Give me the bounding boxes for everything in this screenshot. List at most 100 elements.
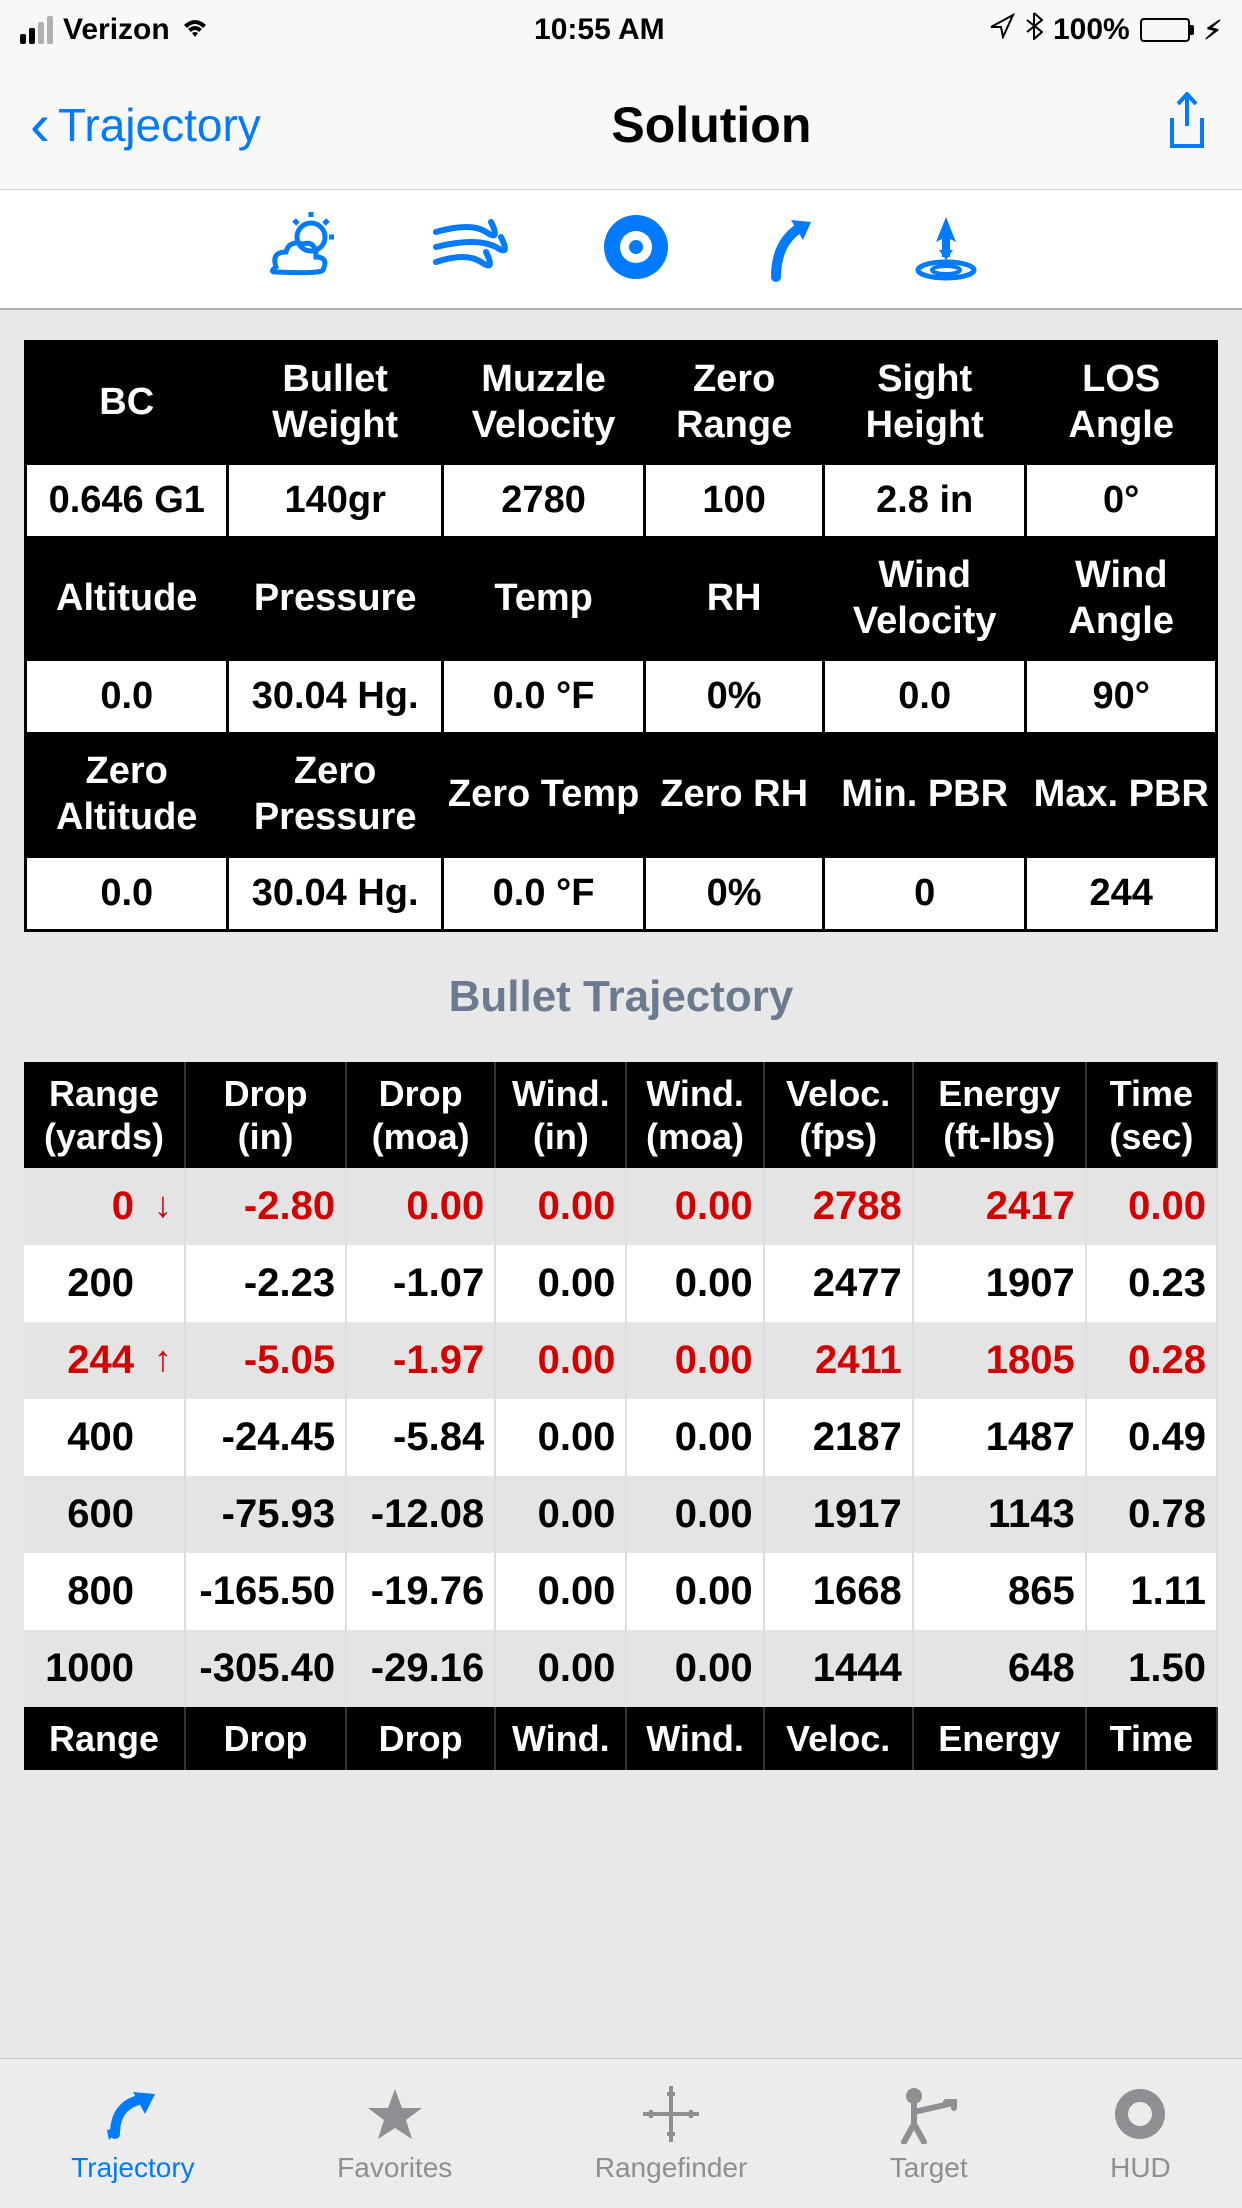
charging-icon: ⚡︎ [1204, 15, 1222, 46]
table-row[interactable]: 200-2.23-1.070.000.00247719070.23 [24, 1245, 1217, 1322]
cell: 2788 [764, 1168, 913, 1245]
location-icon [989, 13, 1015, 47]
param-header: Zero Pressure [228, 734, 442, 856]
parameters-table: BC Bullet Weight Muzzle Velocity Zero Ra… [24, 340, 1218, 932]
table-row[interactable]: 400-24.45-5.840.000.00218714870.49 [24, 1399, 1217, 1476]
cell: 0.00 [626, 1399, 763, 1476]
cell: 0.00 [626, 1168, 763, 1245]
param-value: 0° [1026, 464, 1217, 538]
cell: 865 [913, 1553, 1086, 1630]
cell: 0.00 [495, 1630, 626, 1707]
cell: 400 [24, 1399, 185, 1476]
col-header: Wind.(moa) [626, 1062, 763, 1168]
status-left: Verizon [20, 13, 210, 47]
table-row: Altitude Pressure Temp RH Wind Velocity … [26, 538, 1217, 660]
cell: 1.11 [1086, 1553, 1217, 1630]
tab-favorites[interactable]: Favorites [337, 2084, 452, 2184]
cell: 2417 [913, 1168, 1086, 1245]
table-row[interactable]: 244↑-5.05-1.970.000.00241118050.28 [24, 1322, 1217, 1399]
table-row: 0.646 G1 140gr 2780 100 2.8 in 0° [26, 464, 1217, 538]
cell: 1.50 [1086, 1630, 1217, 1707]
cell: 2477 [764, 1245, 913, 1322]
table-row[interactable]: 1000-305.40-29.160.000.0014446481.50 [24, 1630, 1217, 1707]
cell: 0.28 [1086, 1322, 1217, 1399]
param-header: Pressure [228, 538, 442, 660]
param-header: Wind Angle [1026, 538, 1217, 660]
cell: 800 [24, 1553, 185, 1630]
share-button[interactable] [1162, 92, 1212, 157]
col-footer: Drop [185, 1707, 346, 1770]
cell: 0.00 [495, 1553, 626, 1630]
cell: 0.23 [1086, 1245, 1217, 1322]
tab-target[interactable]: Target [890, 2084, 968, 2184]
tab-label: Favorites [337, 2152, 452, 2184]
param-header: Zero Range [645, 342, 824, 464]
page-title: Solution [611, 96, 811, 154]
table-row[interactable]: 600-75.93-12.080.000.00191711430.78 [24, 1476, 1217, 1553]
param-value: 244 [1026, 856, 1217, 930]
wind-icon[interactable] [431, 217, 511, 282]
bluetooth-icon [1025, 12, 1043, 48]
tab-label: HUD [1110, 2152, 1171, 2184]
cell: -305.40 [185, 1630, 346, 1707]
col-header: Time(sec) [1086, 1062, 1217, 1168]
param-header: Zero RH [645, 734, 824, 856]
cell: 1668 [764, 1553, 913, 1630]
cell: 0.00 [626, 1476, 763, 1553]
back-label: Trajectory [58, 98, 261, 152]
table-row: 0.0 30.04 Hg. 0.0 °F 0% 0 244 [26, 856, 1217, 930]
nav-header: ‹ Trajectory Solution [0, 60, 1242, 190]
col-header: Wind.(in) [495, 1062, 626, 1168]
param-header: Altitude [26, 538, 228, 660]
cell: -2.23 [185, 1245, 346, 1322]
col-footer: Energy [913, 1707, 1086, 1770]
col-footer: Wind. [626, 1707, 763, 1770]
tab-hud[interactable]: HUD [1110, 2084, 1171, 2184]
cell: 0.00 [346, 1168, 495, 1245]
wifi-icon [180, 13, 210, 47]
turn-icon[interactable] [761, 212, 821, 287]
cell: 0.00 [495, 1399, 626, 1476]
cell: 1487 [913, 1399, 1086, 1476]
table-row: BC Bullet Weight Muzzle Velocity Zero Ra… [26, 342, 1217, 464]
cell: 0.00 [495, 1168, 626, 1245]
param-value: 100 [645, 464, 824, 538]
cell: 1143 [913, 1476, 1086, 1553]
param-value: 0.646 G1 [26, 464, 228, 538]
back-button[interactable]: ‹ Trajectory [30, 90, 261, 159]
weather-icon[interactable] [261, 212, 341, 287]
param-header: LOS Angle [1026, 342, 1217, 464]
hud-icon [1110, 2084, 1170, 2144]
target-icon[interactable] [601, 212, 671, 287]
tab-trajectory[interactable]: Trajectory [71, 2084, 194, 2184]
impact-icon[interactable] [911, 212, 981, 287]
param-value: 0.0 °F [442, 856, 644, 930]
tab-label: Rangefinder [595, 2152, 748, 2184]
cell: 0.78 [1086, 1476, 1217, 1553]
chevron-left-icon: ‹ [30, 90, 50, 159]
table-row: 0.0 30.04 Hg. 0.0 °F 0% 0.0 90° [26, 660, 1217, 734]
tab-rangefinder[interactable]: Rangefinder [595, 2084, 748, 2184]
table-row[interactable]: 0↓-2.800.000.000.00278824170.00 [24, 1168, 1217, 1245]
param-value: 0 [823, 856, 1025, 930]
param-header: Bullet Weight [228, 342, 442, 464]
cell: 2187 [764, 1399, 913, 1476]
star-icon [365, 2084, 425, 2144]
content: BC Bullet Weight Muzzle Velocity Zero Ra… [0, 310, 1242, 1770]
status-time: 10:55 AM [534, 13, 665, 47]
col-header: Range(yards) [24, 1062, 185, 1168]
battery-icon [1140, 18, 1194, 42]
col-footer: Veloc. [764, 1707, 913, 1770]
param-header: Zero Altitude [26, 734, 228, 856]
table-row[interactable]: 800-165.50-19.760.000.0016688651.11 [24, 1553, 1217, 1630]
tab-label: Target [890, 2152, 968, 2184]
col-footer: Drop [346, 1707, 495, 1770]
col-header: Drop(moa) [346, 1062, 495, 1168]
param-header: Max. PBR [1026, 734, 1217, 856]
cell: -5.05 [185, 1322, 346, 1399]
param-value: 90° [1026, 660, 1217, 734]
param-header: BC [26, 342, 228, 464]
status-right: 100% ⚡︎ [989, 12, 1222, 48]
section-title: Bullet Trajectory [24, 932, 1218, 1062]
toolbar [0, 190, 1242, 310]
